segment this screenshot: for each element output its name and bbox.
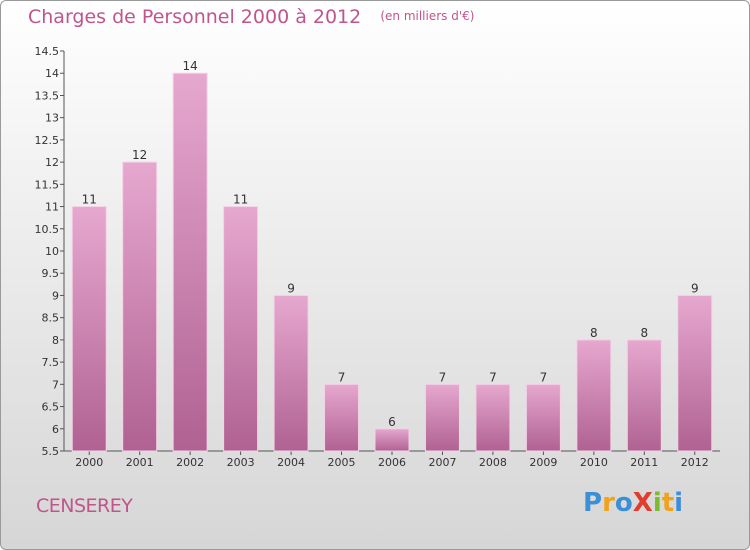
chart-subtitle: (en milliers d'€): [380, 9, 475, 23]
proxiti-logo: ProXiti: [583, 488, 683, 518]
y-tick-label: 14: [45, 67, 59, 80]
bar-2011: [626, 339, 662, 452]
y-tick-label: 13: [45, 112, 59, 125]
y-tick-label: 7: [52, 378, 59, 391]
y-tick-label: 8.5: [42, 312, 60, 325]
y-tick-label: 9.5: [42, 267, 60, 280]
y-tick-label: 10.5: [35, 223, 60, 236]
logo-letter: o: [614, 488, 633, 518]
y-tick-label: 12: [45, 156, 59, 169]
bar-2000: [71, 206, 107, 452]
bar-value-label: 8: [590, 326, 598, 340]
bar-value-label: 6: [388, 415, 396, 429]
bar-value-label: 8: [640, 326, 648, 340]
bar-value-label: 11: [233, 193, 248, 207]
y-tick-label: 6.5: [42, 401, 60, 414]
bar-2012: [677, 294, 713, 452]
x-tick-label: 2005: [328, 456, 356, 469]
bar-value-label: 9: [691, 281, 699, 295]
x-tick-label: 2000: [75, 456, 103, 469]
y-tick-label: 11.5: [35, 178, 60, 191]
y-tick-label: 11: [45, 201, 59, 214]
bar-value-label: 9: [287, 281, 295, 295]
bar-value-label: 7: [489, 370, 497, 384]
y-tick-label: 9: [52, 289, 59, 302]
x-tick-label: 2011: [630, 456, 658, 469]
y-tick-label: 10: [45, 245, 59, 258]
logo-letter: i: [652, 488, 662, 518]
bar-2008: [475, 383, 511, 452]
bar-value-label: 7: [540, 370, 548, 384]
bar-2009: [525, 383, 561, 452]
bar-2001: [122, 161, 158, 452]
commune-name: CENSEREY: [36, 495, 133, 517]
y-tick-label: 13.5: [35, 89, 60, 102]
bar-value-label: 7: [338, 370, 346, 384]
bar-value-label: 11: [82, 193, 97, 207]
logo-letter: r: [602, 488, 615, 518]
bar-2005: [324, 383, 360, 452]
x-tick-label: 2004: [277, 456, 305, 469]
x-tick-label: 2002: [176, 456, 204, 469]
logo-letter: X: [632, 488, 653, 518]
x-tick-label: 2008: [479, 456, 507, 469]
x-tick-label: 2009: [529, 456, 557, 469]
x-tick-label: 2001: [126, 456, 154, 469]
x-tick-label: 2006: [378, 456, 406, 469]
bar-value-label: 12: [132, 148, 147, 162]
bar-2010: [576, 339, 612, 452]
bar-value-label: 7: [439, 370, 447, 384]
x-tick-label: 2010: [580, 456, 608, 469]
logo-letter: P: [583, 488, 603, 518]
logo-letter: t: [661, 488, 675, 518]
y-tick-label: 6: [52, 423, 59, 436]
y-tick-label: 14.5: [35, 45, 60, 58]
chart-title: Charges de Personnel 2000 à 2012: [28, 6, 362, 28]
bar-2007: [424, 383, 460, 452]
y-tick-label: 5.5: [42, 445, 60, 458]
bar-2003: [223, 206, 259, 452]
bar-2006: [374, 428, 410, 452]
logo-letter: i: [674, 488, 684, 518]
bars-group: 11 12 14 11 9 7 6 7 7 7 8 8 9: [71, 59, 713, 452]
x-tick-label: 2012: [681, 456, 709, 469]
bar-2004: [273, 294, 309, 452]
y-tick-label: 8: [52, 334, 59, 347]
chart-title-row: Charges de Personnel 2000 à 2012 (en mil…: [28, 6, 474, 28]
bar-2002: [172, 72, 208, 452]
bar-value-label: 14: [183, 59, 198, 73]
y-tick-label: 7.5: [42, 356, 60, 369]
x-tick-label: 2007: [428, 456, 456, 469]
y-tick-label: 12.5: [35, 134, 60, 147]
x-tick-label: 2003: [227, 456, 255, 469]
